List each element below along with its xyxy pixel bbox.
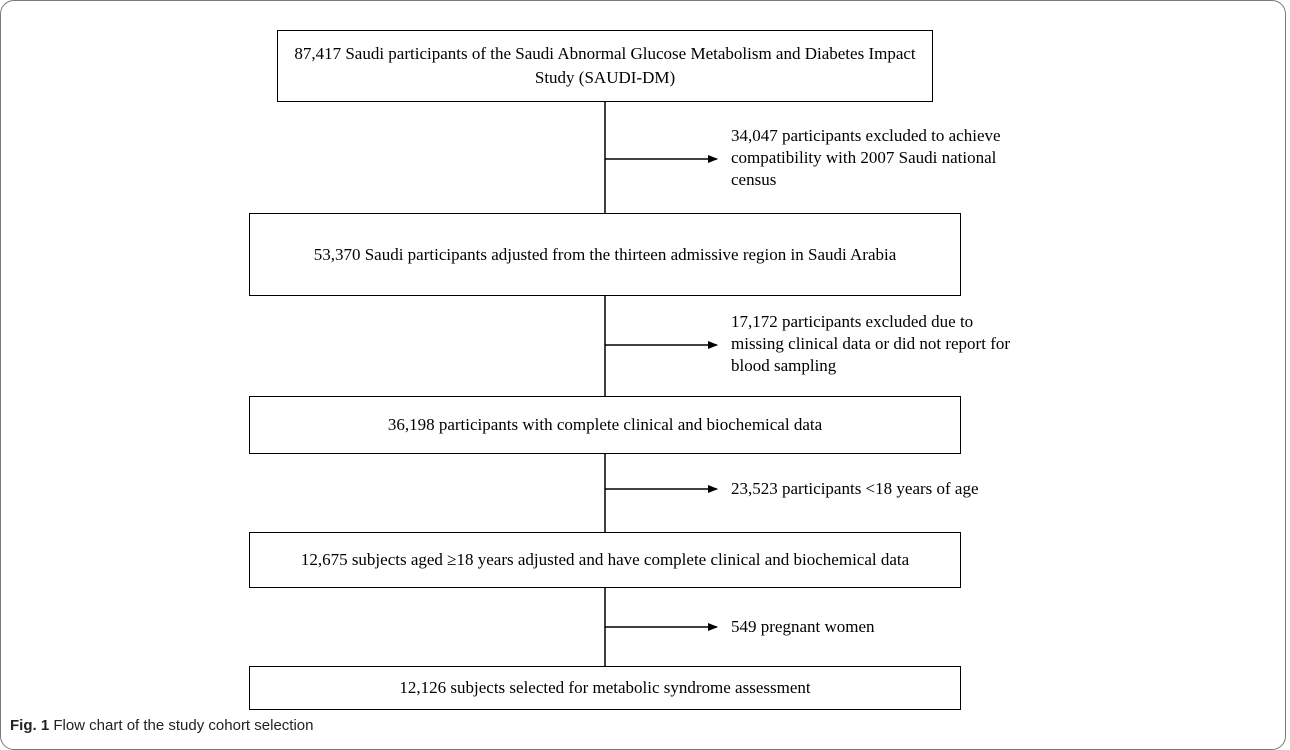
flow-box-5-text: 12,126 subjects selected for metabolic s…	[399, 678, 811, 697]
flow-box-5: 12,126 subjects selected for metabolic s…	[249, 666, 961, 710]
flow-box-3: 36,198 participants with complete clinic…	[249, 396, 961, 454]
flow-box-1-text: 87,417 Saudi participants of the Saudi A…	[294, 44, 916, 87]
exclusion-note-4: 549 pregnant women	[731, 617, 875, 636]
flow-box-4: 12,675 subjects aged ≥18 years adjusted …	[249, 532, 961, 588]
exclusion-note-3: 23,523 participants <18 years of age	[731, 479, 979, 498]
flow-box-4-text: 12,675 subjects aged ≥18 years adjusted …	[300, 550, 910, 569]
exclusion-note-1: 34,047 participants excluded to achieve …	[731, 126, 1001, 189]
figure-caption-label: Fig. 1	[10, 717, 50, 734]
flow-box-3-text: 36,198 participants with complete clinic…	[387, 415, 823, 434]
figure-caption-text: Flow chart of the study cohort selection	[53, 717, 314, 734]
figure-caption: Fig. 1 Flow chart of the study cohort se…	[10, 716, 313, 736]
flow-box-1: 87,417 Saudi participants of the Saudi A…	[277, 30, 933, 102]
flow-box-2: 53,370 Saudi participants adjusted from …	[249, 213, 961, 296]
flow-box-2-text: 53,370 Saudi participants adjusted from …	[313, 244, 897, 264]
exclusion-note-2: 17,172 participants excluded due to miss…	[731, 312, 1011, 375]
